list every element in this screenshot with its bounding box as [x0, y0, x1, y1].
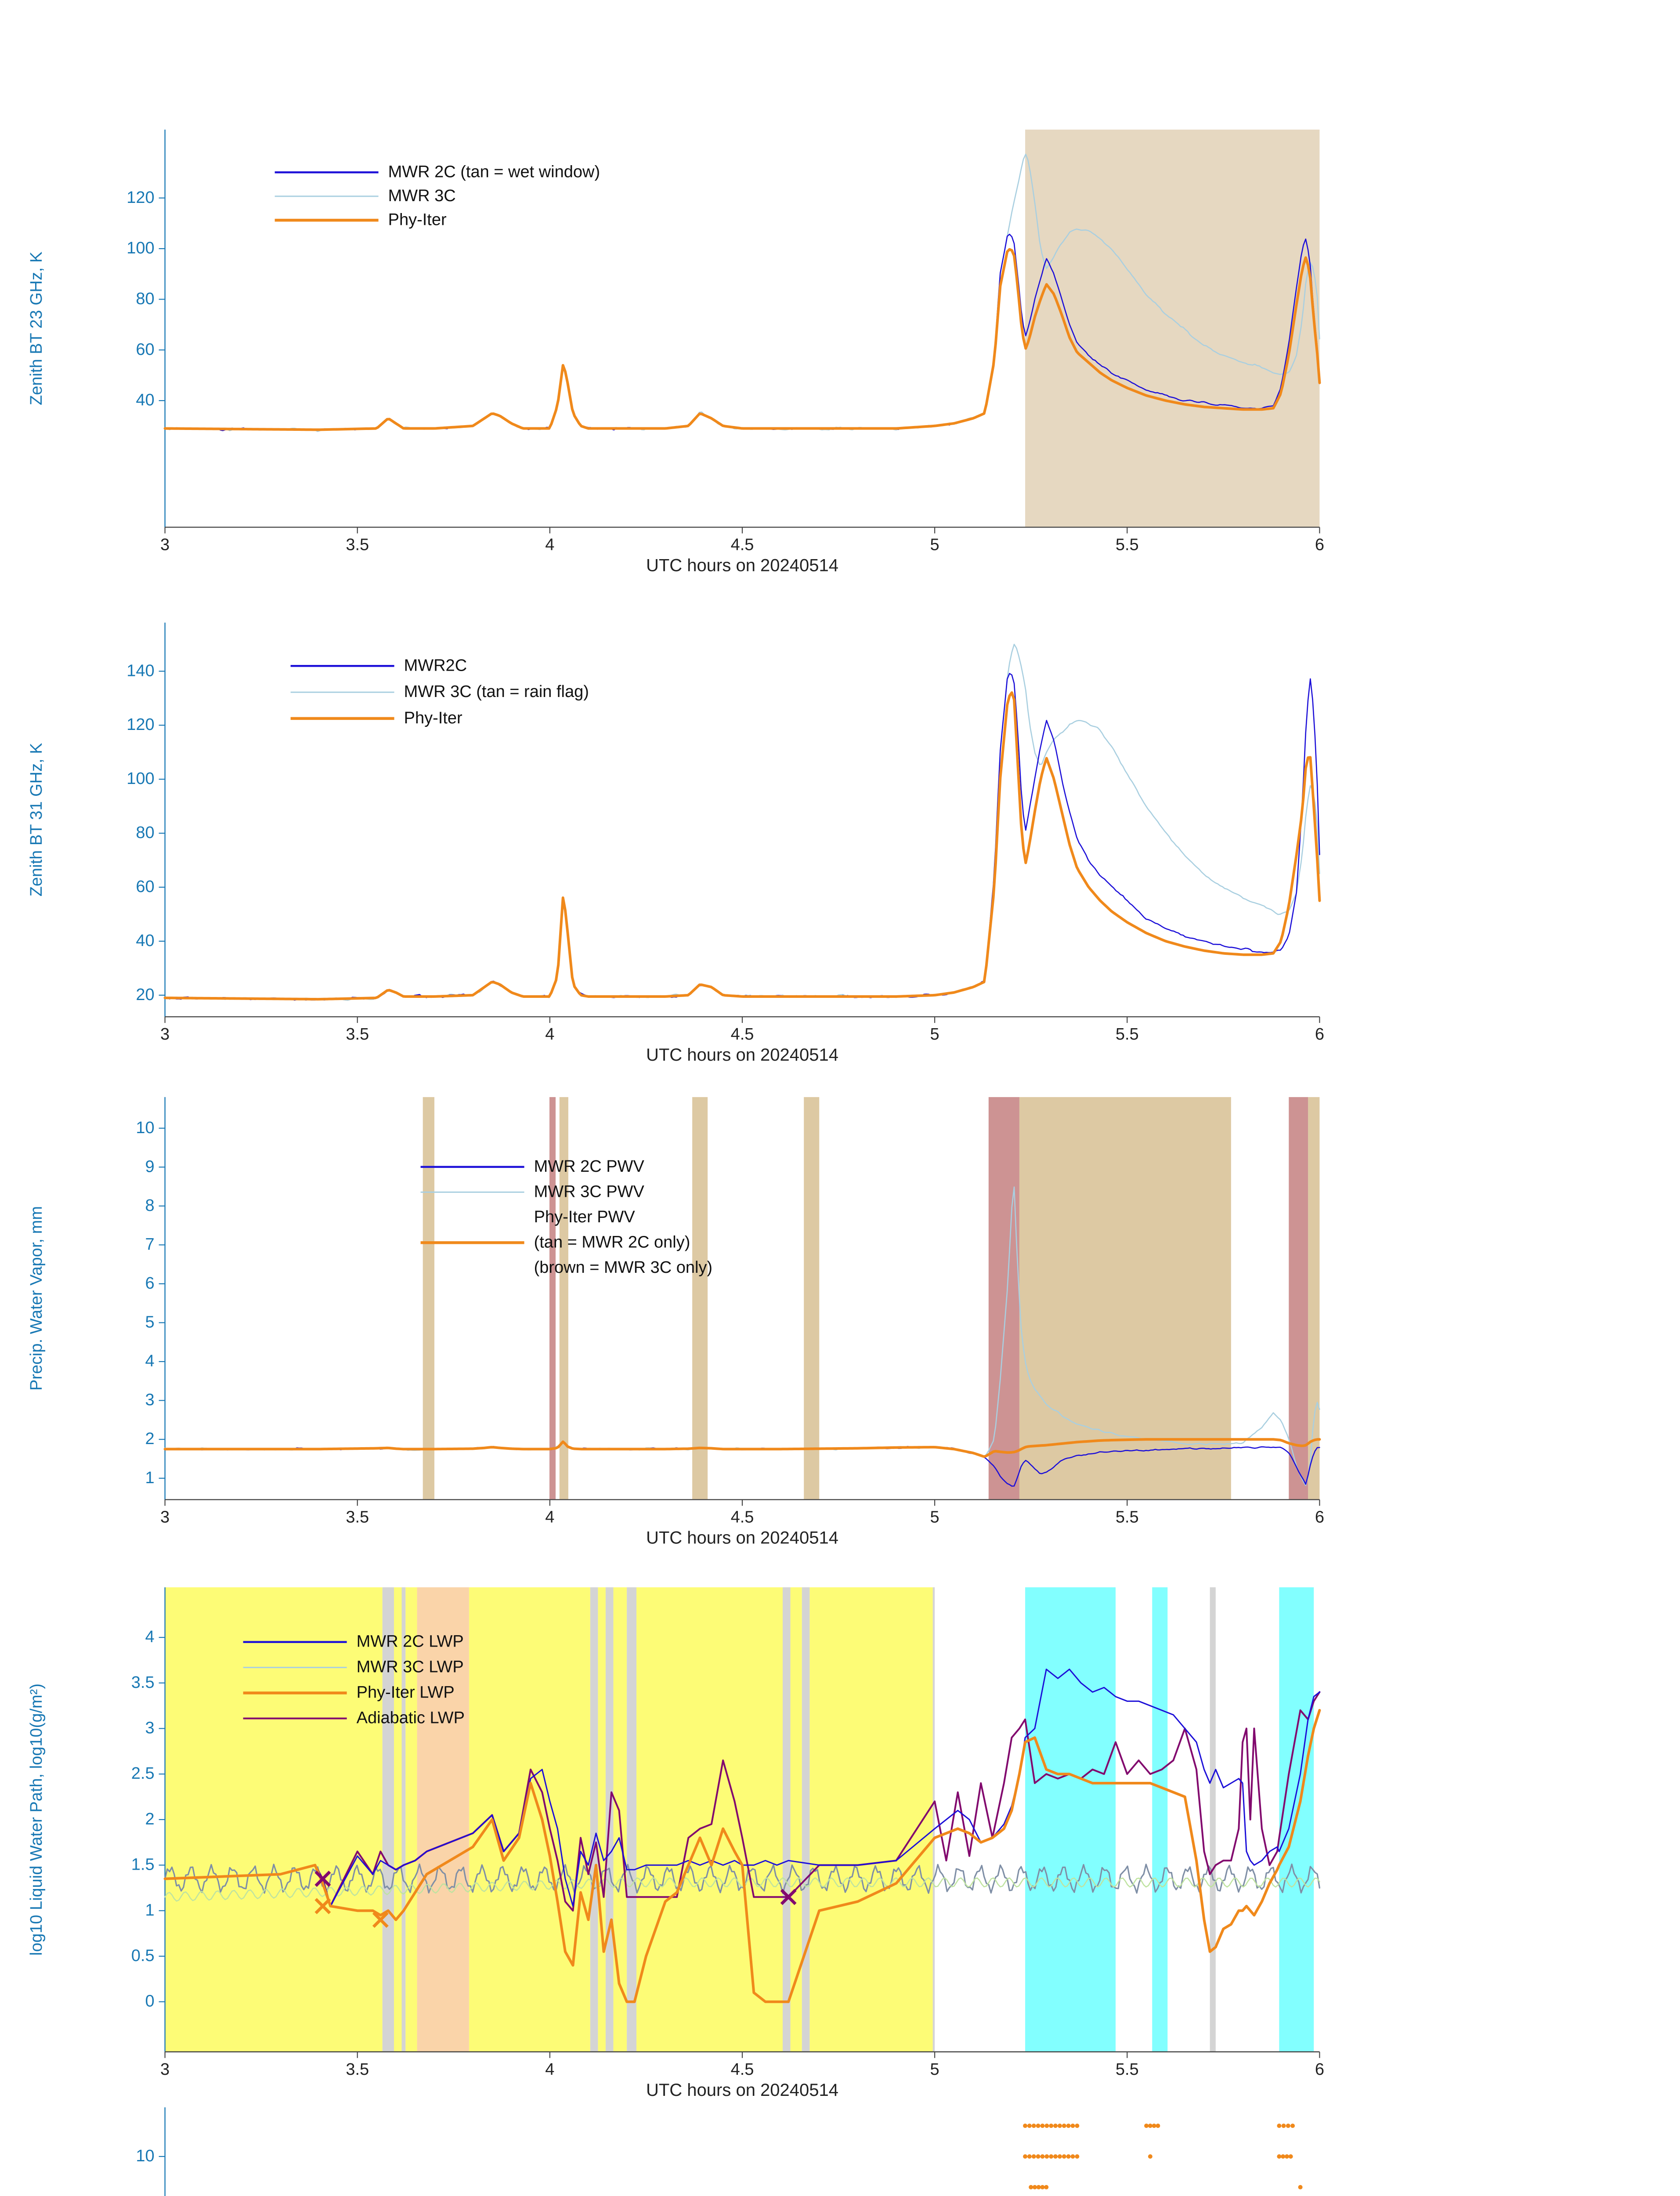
svg-text:140: 140	[126, 661, 154, 680]
svg-text:6: 6	[1315, 1025, 1324, 1044]
svg-text:120: 120	[126, 715, 154, 734]
svg-text:60: 60	[136, 340, 154, 359]
svg-text:0: 0	[145, 1992, 154, 2011]
svg-text:5.5: 5.5	[1116, 535, 1139, 554]
svg-text:20: 20	[136, 986, 154, 1004]
svg-text:80: 80	[136, 824, 154, 842]
svg-text:2: 2	[145, 1810, 154, 1828]
svg-text:8: 8	[145, 1196, 154, 1215]
svg-text:Phy-Iter: Phy-Iter	[404, 709, 462, 727]
svg-text:UTC hours on 20240514: UTC hours on 20240514	[646, 556, 838, 575]
svg-text:MWR2C: MWR2C	[404, 656, 467, 675]
svg-text:4: 4	[145, 1628, 154, 1646]
svg-text:1: 1	[145, 1469, 154, 1487]
svg-text:4: 4	[545, 1508, 554, 1526]
svg-text:UTC hours on 20240514: UTC hours on 20240514	[646, 1528, 838, 1547]
svg-text:Phy-Iter LWP: Phy-Iter LWP	[357, 1683, 455, 1702]
svg-text:3.5: 3.5	[346, 2060, 369, 2079]
svg-text:4.5: 4.5	[731, 2060, 754, 2079]
svg-text:0.5: 0.5	[131, 1947, 155, 1965]
svg-text:5: 5	[145, 1313, 154, 1332]
svg-text:3: 3	[160, 1025, 170, 1044]
svg-text:3.5: 3.5	[346, 1508, 369, 1526]
svg-text:5: 5	[930, 1025, 939, 1044]
svg-text:4.5: 4.5	[731, 1508, 754, 1526]
svg-text:100: 100	[126, 769, 154, 788]
svg-text:4: 4	[145, 1352, 154, 1370]
svg-text:Zenith BT 31 GHz, K: Zenith BT 31 GHz, K	[27, 743, 46, 896]
svg-text:Adiabatic LWP: Adiabatic LWP	[357, 1709, 465, 1727]
svg-text:4: 4	[545, 1025, 554, 1044]
svg-text:MWR 3C PWV: MWR 3C PWV	[534, 1182, 645, 1201]
svg-text:MWR 2C LWP: MWR 2C LWP	[357, 1633, 464, 1651]
svg-text:(tan = MWR 2C only): (tan = MWR 2C only)	[534, 1233, 690, 1251]
svg-text:3: 3	[160, 2060, 170, 2079]
svg-text:60: 60	[136, 878, 154, 896]
svg-text:3.5: 3.5	[346, 1025, 369, 1044]
svg-text:4: 4	[545, 2060, 554, 2079]
svg-text:7: 7	[145, 1235, 154, 1253]
svg-text:6: 6	[1315, 535, 1324, 554]
svg-text:2: 2	[145, 1430, 154, 1448]
svg-text:6: 6	[145, 1274, 154, 1293]
svg-text:3: 3	[160, 1508, 170, 1526]
svg-text:UTC hours on 20240514: UTC hours on 20240514	[646, 2080, 838, 2100]
svg-text:10: 10	[136, 2147, 154, 2165]
svg-text:MWR 2C (tan = wet window): MWR 2C (tan = wet window)	[388, 163, 600, 181]
svg-text:10: 10	[136, 1119, 154, 1137]
svg-text:5.5: 5.5	[1116, 1508, 1139, 1526]
svg-text:3: 3	[145, 1719, 154, 1737]
svg-text:5: 5	[930, 535, 939, 554]
svg-text:MWR 3C: MWR 3C	[388, 187, 456, 205]
svg-text:4.5: 4.5	[731, 535, 754, 554]
svg-text:log10 Liquid Water Path, log10: log10 Liquid Water Path, log10(g/m²)	[27, 1683, 46, 1956]
svg-text:Precip. Water Vapor, mm: Precip. Water Vapor, mm	[27, 1206, 46, 1391]
svg-text:40: 40	[136, 932, 154, 950]
svg-text:UTC hours on 20240514: UTC hours on 20240514	[646, 1045, 838, 1065]
svg-text:5.5: 5.5	[1116, 2060, 1139, 2079]
svg-text:MWR 2C PWV: MWR 2C PWV	[534, 1157, 645, 1176]
svg-text:100: 100	[126, 239, 154, 257]
svg-text:(brown = MWR 3C only): (brown = MWR 3C only)	[534, 1258, 712, 1277]
svg-text:5.5: 5.5	[1116, 1025, 1139, 1044]
svg-text:9: 9	[145, 1157, 154, 1176]
svg-text:4: 4	[545, 535, 554, 554]
svg-text:3: 3	[160, 535, 170, 554]
svg-text:1.5: 1.5	[131, 1856, 155, 1874]
svg-text:6: 6	[1315, 1508, 1324, 1526]
svg-text:120: 120	[126, 188, 154, 207]
svg-text:4.5: 4.5	[731, 1025, 754, 1044]
svg-text:6: 6	[1315, 2060, 1324, 2079]
svg-text:MWR 3C LWP: MWR 3C LWP	[357, 1658, 464, 1676]
svg-text:80: 80	[136, 289, 154, 308]
svg-text:2.5: 2.5	[131, 1764, 155, 1783]
svg-text:Phy-Iter: Phy-Iter	[388, 210, 447, 229]
svg-text:5: 5	[930, 1508, 939, 1526]
svg-text:Zenith BT 23 GHz, K: Zenith BT 23 GHz, K	[27, 252, 46, 405]
svg-text:3.5: 3.5	[346, 535, 369, 554]
svg-text:MWR 3C (tan = rain flag): MWR 3C (tan = rain flag)	[404, 683, 589, 701]
svg-text:5: 5	[930, 2060, 939, 2079]
svg-text:40: 40	[136, 391, 154, 409]
svg-text:Phy-Iter PWV: Phy-Iter PWV	[534, 1208, 636, 1226]
svg-text:3: 3	[145, 1391, 154, 1409]
svg-text:1: 1	[145, 1901, 154, 1919]
svg-text:3.5: 3.5	[131, 1673, 155, 1692]
